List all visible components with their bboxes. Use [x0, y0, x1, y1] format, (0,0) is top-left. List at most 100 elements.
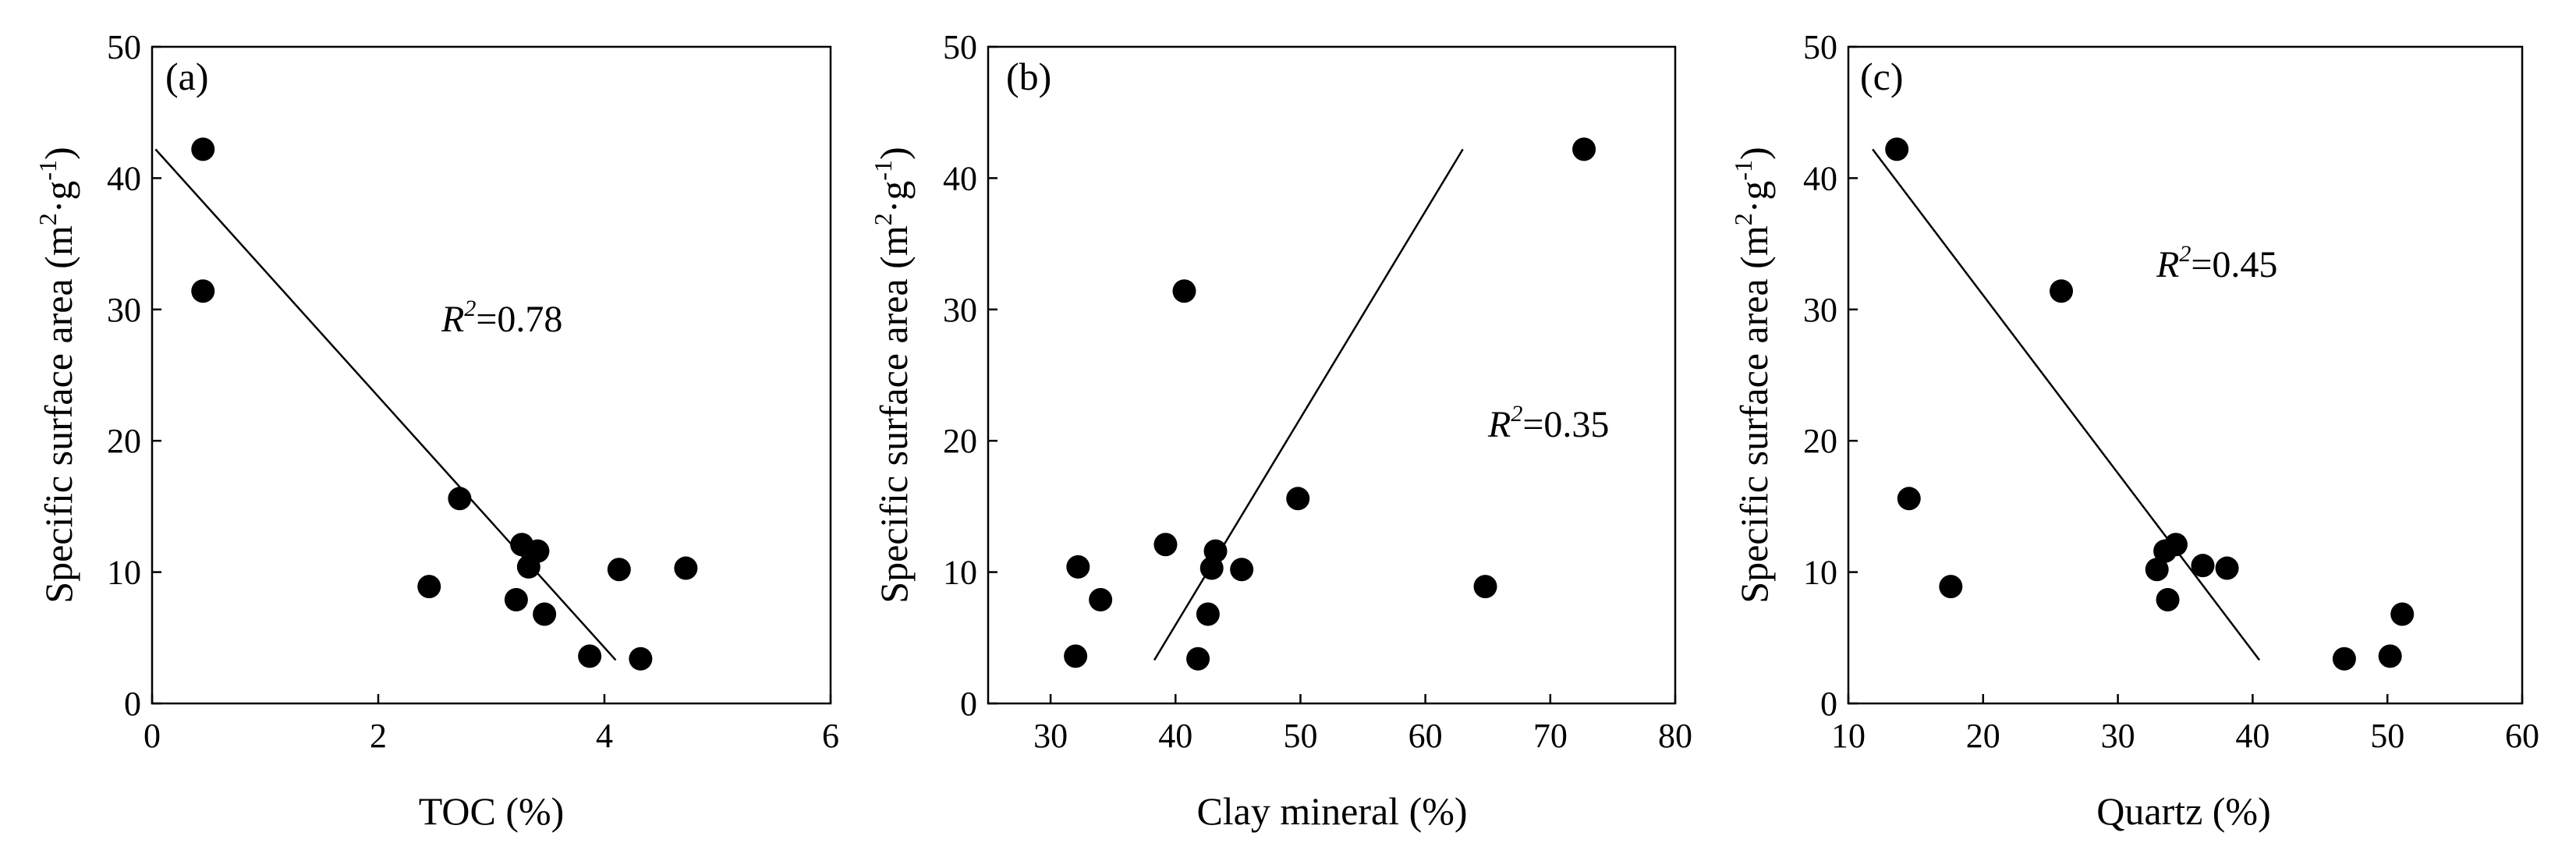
data-point: [1885, 137, 1909, 161]
x-tick-label: 10: [1831, 717, 1866, 755]
data-point: [191, 137, 215, 161]
y-tick-label: 20: [943, 422, 977, 460]
r2-exponent: 2: [2179, 241, 2191, 267]
data-points: [1885, 137, 2415, 671]
y-tick-label: 30: [107, 291, 141, 329]
r2-symbol: R: [2156, 244, 2179, 285]
y-title-exp-m: 2: [869, 213, 897, 225]
r-squared-annotation: R2=0.45: [2156, 241, 2277, 285]
r2-symbol: R: [441, 299, 464, 340]
data-point: [1473, 575, 1497, 599]
plot-frame: [1847, 45, 2524, 705]
data-point: [526, 539, 550, 563]
y-title-exp-g: -1: [869, 160, 897, 181]
y-tick-label: 30: [943, 291, 977, 329]
y-title-end: ): [872, 147, 916, 160]
y-tick-label: 10: [107, 554, 141, 592]
x-ticks: 30 40 50 60 70 80: [1033, 694, 1692, 755]
y-tick-label: 30: [1803, 291, 1837, 329]
y-ticks: 0 10 20 30 40 50: [943, 28, 997, 723]
data-point: [674, 556, 698, 580]
x-tick-label: 60: [1408, 717, 1443, 755]
x-axis-title: Quartz (%): [2096, 789, 2271, 833]
x-tick-label: 4: [596, 717, 613, 755]
x-tick-label: 30: [2101, 717, 2135, 755]
data-point: [2378, 644, 2402, 668]
y-title-end: ): [1732, 147, 1776, 160]
x-tick-label: 70: [1533, 717, 1568, 755]
data-point: [191, 279, 215, 303]
data-point: [607, 558, 631, 582]
x-ticks: 10 20 30 40 50 60: [1831, 694, 2539, 755]
data-points: [1064, 137, 1596, 671]
x-tick-label: 50: [2370, 717, 2404, 755]
data-point: [448, 487, 472, 511]
data-point: [1203, 539, 1228, 563]
data-point: [2050, 279, 2074, 303]
data-point: [2145, 558, 2169, 582]
x-tick-label: 6: [822, 717, 839, 755]
y-tick-label: 50: [1803, 28, 1837, 66]
y-tick-label: 20: [107, 422, 141, 460]
regression-line: [1872, 148, 2261, 661]
x-axis-title: TOC (%): [419, 789, 565, 833]
data-point: [2332, 647, 2356, 671]
data-points: [191, 137, 698, 671]
data-point: [1572, 137, 1596, 161]
y-tick-label: 0: [960, 685, 977, 723]
y-tick-label: 0: [1820, 685, 1837, 723]
r2-value: =0.35: [1522, 404, 1609, 445]
data-point: [2191, 554, 2215, 578]
data-point: [1286, 487, 1310, 511]
data-point: [2215, 556, 2239, 580]
y-title-exp-g: -1: [1729, 160, 1757, 181]
x-tick-label: 20: [1966, 717, 2000, 755]
regression-line: [154, 148, 617, 661]
y-title-exp-g: -1: [34, 160, 62, 181]
r2-exponent: 2: [464, 296, 476, 321]
y-title-main: Specific surface area (m: [1732, 225, 1776, 604]
data-point: [1230, 558, 1254, 582]
panel-label: (c): [1860, 55, 1904, 98]
y-tick-label: 40: [107, 159, 141, 197]
data-point: [2163, 533, 2188, 557]
x-tick-label: 50: [1283, 717, 1317, 755]
r2-value: =0.78: [476, 299, 562, 340]
data-point: [504, 587, 528, 611]
data-point: [1153, 533, 1178, 557]
plot-frame: [987, 45, 1677, 705]
y-title-end: ): [37, 147, 80, 160]
y-tick-label: 10: [943, 554, 977, 592]
data-point: [629, 647, 653, 671]
y-tick-label: 40: [1803, 159, 1837, 197]
data-point: [2390, 602, 2415, 626]
data-point: [417, 575, 441, 599]
y-title-main: Specific surface area (m: [872, 225, 916, 604]
panel-label: (a): [165, 55, 209, 98]
panel-label: (b): [1006, 55, 1051, 98]
r2-symbol: R: [1487, 404, 1511, 445]
y-tick-label: 50: [107, 28, 141, 66]
y-tick-label: 50: [943, 28, 977, 66]
y-title-mid: ·g: [872, 181, 916, 214]
r-squared-annotation: R2=0.78: [441, 296, 562, 340]
data-point: [2156, 587, 2180, 611]
data-point: [533, 602, 557, 626]
data-point: [578, 644, 602, 668]
x-ticks: 0 2 4 6: [144, 694, 839, 755]
regression-line: [1153, 148, 1464, 661]
y-title-exp-m: 2: [1729, 213, 1757, 225]
data-point: [1172, 279, 1196, 303]
y-ticks: 0 10 20 30 40 50: [107, 28, 161, 723]
y-title-main: Specific surface area (m: [37, 225, 80, 604]
r-squared-annotation: R2=0.35: [1487, 401, 1609, 445]
data-point: [1196, 602, 1220, 626]
plot-frame: [151, 45, 832, 705]
x-tick-label: 60: [2505, 717, 2539, 755]
y-tick-label: 20: [1803, 422, 1837, 460]
r2-exponent: 2: [1511, 401, 1522, 427]
r2-value: =0.45: [2191, 244, 2277, 285]
